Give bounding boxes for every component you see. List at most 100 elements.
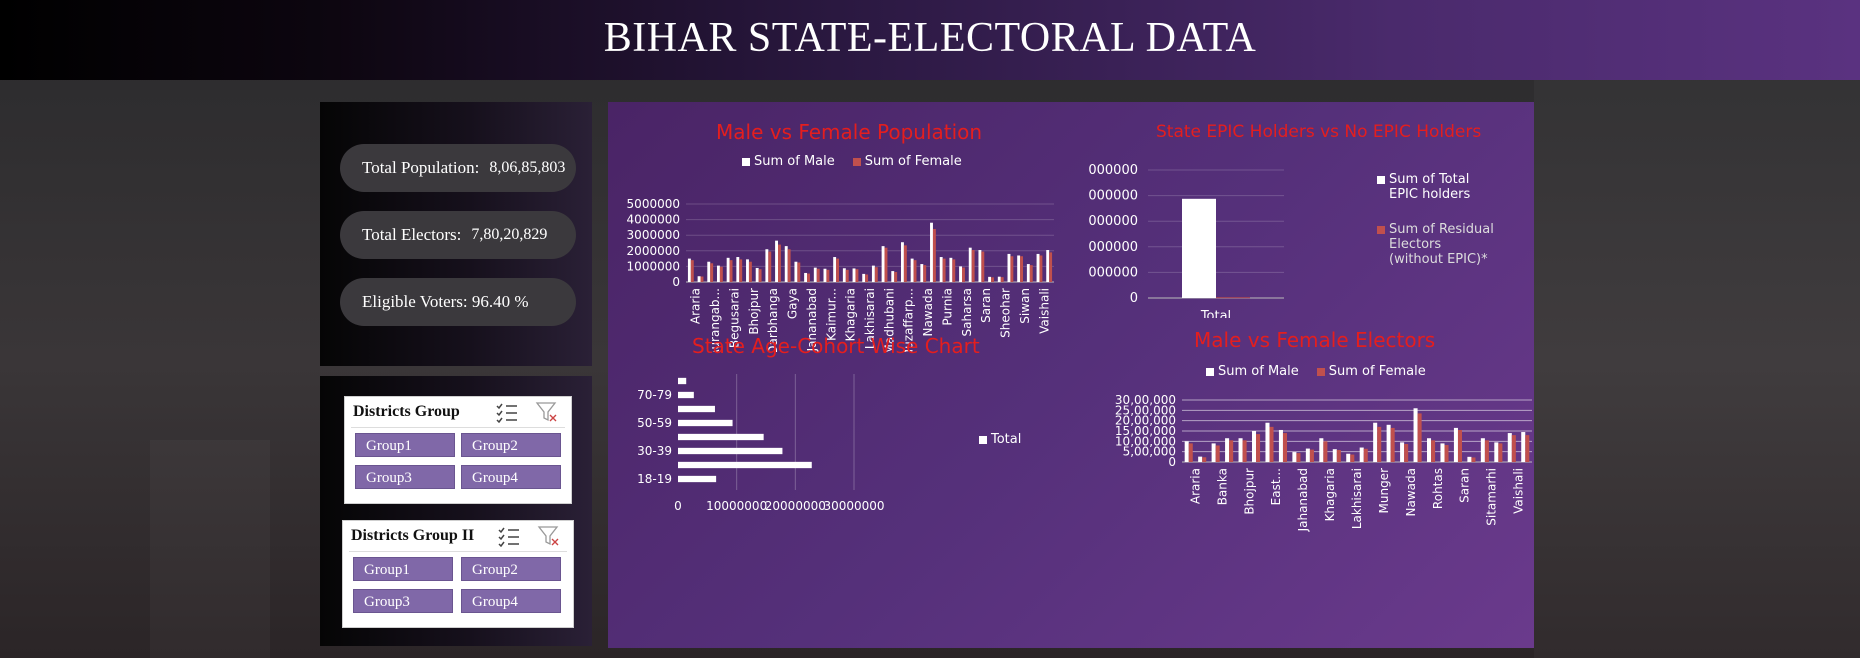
bar	[1256, 434, 1261, 462]
bar	[1049, 252, 1053, 282]
bar	[1242, 440, 1247, 462]
kpi-label: Total Electors:	[362, 225, 462, 244]
multi-select-icon[interactable]	[497, 525, 521, 547]
slicer-button-group1[interactable]: Group1	[353, 557, 453, 581]
bar	[1029, 265, 1033, 282]
bar	[1026, 264, 1030, 282]
slicer-button-group2[interactable]: Group2	[461, 433, 561, 457]
x-tick-label: Bhojpur	[1242, 468, 1256, 515]
y-tick-label: 50-59	[637, 416, 672, 430]
bar	[797, 262, 801, 282]
bar	[988, 276, 992, 282]
y-tick-label: 15,00,000	[1115, 424, 1176, 438]
bar	[678, 377, 687, 385]
bar	[1188, 443, 1193, 462]
bar	[1494, 442, 1499, 462]
bar	[981, 251, 985, 282]
bar	[1292, 452, 1297, 462]
bar	[978, 250, 982, 282]
bar	[775, 240, 778, 282]
slicer-button-group1[interactable]: Group1	[355, 433, 455, 457]
legend-epic: Sum of Total EPIC holders Sum of Residua…	[1377, 172, 1497, 267]
bar	[1521, 432, 1526, 462]
x-tick-label: Nawada	[1404, 468, 1418, 516]
y-tick-label: 18-19	[637, 472, 672, 486]
y-tick-label: 20000000	[1088, 265, 1138, 280]
y-tick-label: 60000000	[1088, 214, 1138, 229]
legend-label-female: Sum of Female	[864, 154, 962, 169]
bar	[746, 259, 749, 282]
bar	[1431, 440, 1436, 462]
x-tick-label: Jahanabad	[1296, 468, 1310, 532]
bar	[903, 245, 907, 282]
legend-label-male: Sum of Male	[1218, 364, 1299, 379]
bar	[826, 269, 830, 282]
y-tick-label: 100000000	[1088, 163, 1138, 178]
chart-title-population: Male vs Female Population	[716, 120, 983, 144]
bar	[678, 433, 764, 441]
bar	[1046, 250, 1050, 282]
bar	[804, 272, 808, 282]
bar	[748, 261, 752, 282]
y-tick-label: 2000000	[627, 244, 680, 258]
x-tick-label: Saharsa	[960, 288, 974, 336]
bar	[1323, 441, 1328, 462]
bar	[1007, 253, 1011, 282]
legend-item-epic-holders: Sum of Total EPIC holders	[1377, 172, 1497, 202]
clear-filter-icon[interactable]	[537, 525, 561, 547]
bar	[768, 251, 772, 282]
slicer-button-group2[interactable]: Group2	[461, 557, 561, 581]
bar	[1202, 457, 1207, 462]
x-tick-label: 20000000	[765, 499, 826, 513]
bar	[1017, 255, 1021, 282]
bar	[913, 260, 917, 282]
bar	[920, 264, 924, 282]
bar	[1373, 422, 1378, 462]
bar	[1020, 256, 1024, 282]
y-tick-label: 5,00,000	[1123, 445, 1176, 459]
bar	[1265, 422, 1270, 462]
legend-age-cohort: Total	[979, 432, 1021, 447]
slicer-button-group3[interactable]: Group3	[353, 589, 453, 613]
bar	[1404, 444, 1409, 462]
legend-swatch-female	[1316, 367, 1325, 376]
legend-label-epic: Sum of Total EPIC holders	[1389, 172, 1471, 202]
bar	[1198, 456, 1203, 462]
x-tick-label: Munger	[1377, 468, 1391, 514]
legend-swatch-total	[979, 435, 987, 444]
bar	[690, 260, 694, 282]
slicer-panel: Districts Group Group1 Group2 Group3 Gro…	[320, 376, 592, 646]
bar	[871, 265, 875, 282]
x-tick-label: Vaishali	[1037, 288, 1051, 334]
bar	[1390, 427, 1395, 462]
legend-swatch-epic	[1377, 176, 1385, 184]
bar	[842, 268, 846, 282]
bar	[894, 272, 898, 282]
bar	[1309, 449, 1314, 462]
x-tick-label: Araria	[689, 288, 703, 324]
multi-select-icon[interactable]	[495, 401, 519, 423]
bar	[1229, 440, 1234, 462]
bar	[678, 391, 694, 399]
y-tick-label: 1000000	[627, 259, 680, 273]
slicer-title: Districts Group II	[351, 527, 475, 544]
x-tick-label: Rohtas	[1431, 468, 1445, 509]
bar	[891, 271, 895, 282]
bar	[1386, 424, 1391, 462]
clear-filter-icon[interactable]	[535, 401, 559, 423]
bar	[1453, 427, 1458, 462]
bar	[697, 276, 701, 282]
bar	[1480, 438, 1485, 462]
bar	[687, 258, 691, 282]
slicer-button-group4[interactable]: Group4	[461, 465, 561, 489]
bar	[700, 276, 704, 282]
bar	[787, 249, 791, 282]
slicer-button-group3[interactable]: Group3	[355, 465, 455, 489]
bar	[816, 268, 820, 282]
bar	[678, 475, 717, 483]
x-tick-label: Madhubani	[882, 288, 896, 352]
bar	[1413, 408, 1418, 462]
bar	[1457, 429, 1462, 462]
slicer-button-group4[interactable]: Group4	[461, 589, 561, 613]
